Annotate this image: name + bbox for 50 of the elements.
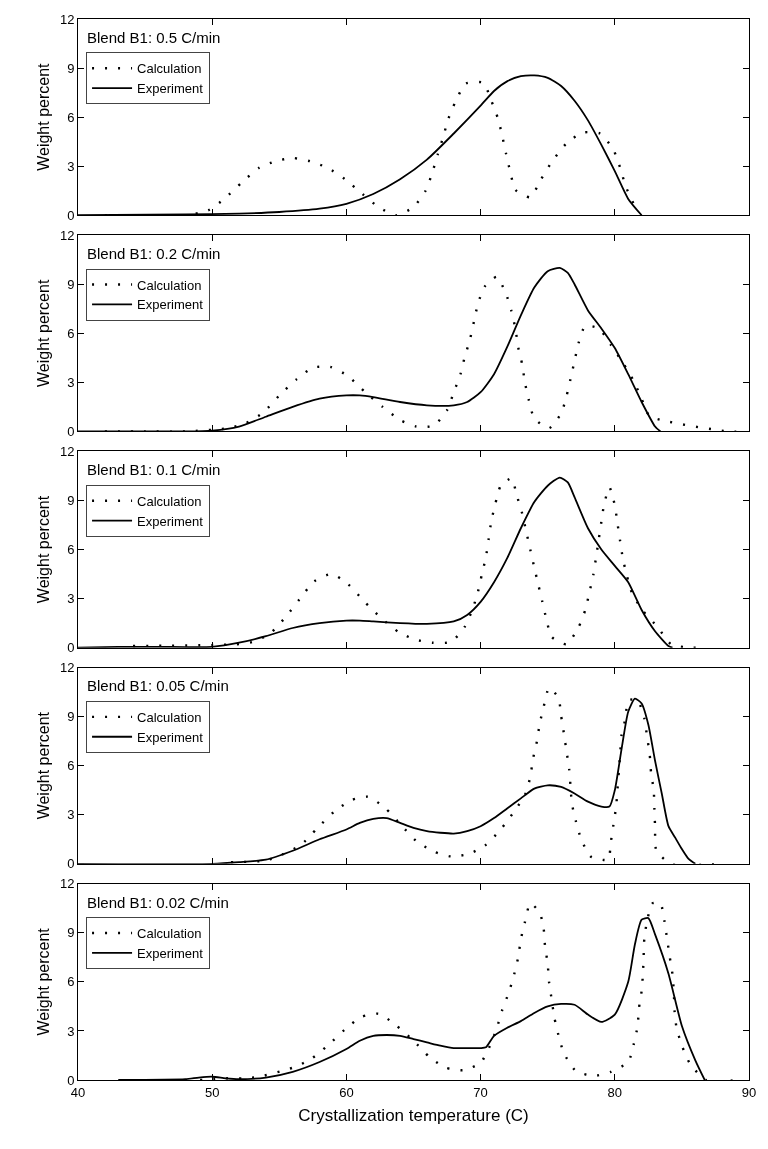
y-axis-title: Weight percent xyxy=(34,495,52,604)
y-tick-label: 9 xyxy=(67,709,75,725)
legend-label: Calculation xyxy=(137,709,202,725)
x-tick-label: 60 xyxy=(339,1084,354,1100)
text: Blend B1: 0.02 C/min xyxy=(87,894,229,911)
legend-label: Calculation xyxy=(137,61,202,77)
legend-label: Experiment xyxy=(137,729,204,745)
x-tick-label: 80 xyxy=(607,1084,623,1100)
y-tick-label: 3 xyxy=(67,158,75,174)
y-tick-label: 3 xyxy=(67,1023,75,1039)
y-tick-label: 0 xyxy=(67,423,75,439)
text: Blend B1: 0.2 C/min xyxy=(87,245,221,262)
y-tick-label: 3 xyxy=(67,374,75,390)
text: Blend B1: 0.05 C/min xyxy=(87,677,229,694)
text: Blend B1: 0.1 C/min xyxy=(87,461,221,478)
y-tick-label: 6 xyxy=(67,325,75,341)
y-tick-label: 9 xyxy=(67,925,75,941)
y-tick-label: 12 xyxy=(59,11,75,27)
text: Blend B1: 0.5 C/min xyxy=(87,29,221,46)
y-tick-label: 6 xyxy=(67,109,75,125)
y-axis-title: Weight percent xyxy=(34,62,52,171)
x-axis-title: Crystallization temperature (C) xyxy=(298,1106,529,1125)
y-tick-label: 12 xyxy=(59,227,75,243)
legend-label: Experiment xyxy=(137,297,204,313)
y-tick-label: 12 xyxy=(59,876,75,892)
y-tick-label: 3 xyxy=(67,591,75,607)
y-tick-label: 12 xyxy=(59,660,75,676)
y-tick-label: 9 xyxy=(67,492,75,508)
y-tick-label: 6 xyxy=(67,974,75,990)
x-tick-label: 50 xyxy=(204,1084,220,1100)
y-tick-label: 6 xyxy=(67,542,75,558)
y-tick-label: 12 xyxy=(59,443,75,459)
legend-label: Calculation xyxy=(137,277,202,293)
legend-label: Experiment xyxy=(137,513,204,529)
y-axis-title: Weight percent xyxy=(34,711,52,820)
y-axis-title: Weight percent xyxy=(34,279,52,387)
y-tick-label: 0 xyxy=(67,640,75,656)
legend-label: Experiment xyxy=(137,81,204,97)
y-tick-label: 3 xyxy=(67,807,75,823)
y-tick-label: 0 xyxy=(67,856,75,872)
y-tick-label: 9 xyxy=(67,60,75,76)
y-tick-label: 9 xyxy=(67,276,75,292)
legend-label: Experiment xyxy=(137,946,204,962)
legend-label: Calculation xyxy=(137,493,202,509)
y-tick-label: 0 xyxy=(67,207,75,223)
y-tick-label: 6 xyxy=(67,758,75,774)
legend-label: Calculation xyxy=(137,926,202,942)
x-tick-label: 70 xyxy=(473,1084,488,1100)
x-tick-label: 90 xyxy=(741,1084,757,1100)
y-axis-title: Weight percent xyxy=(34,927,52,1036)
